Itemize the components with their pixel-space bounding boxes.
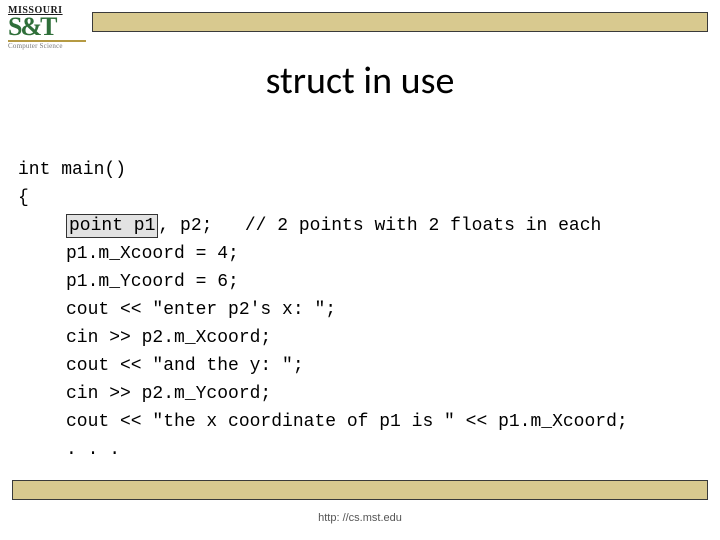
code-line-10: cout << "the x coordinate of p1 is " << … bbox=[18, 408, 702, 436]
logo-bot: Computer Science bbox=[8, 43, 86, 50]
logo-mid: S&T bbox=[8, 14, 86, 40]
code-line-8: cout << "and the y: "; bbox=[18, 352, 702, 380]
code-block: int main() { point p1, p2; // 2 points w… bbox=[18, 128, 702, 492]
code-line-9: cin >> p2.m_Ycoord; bbox=[18, 380, 702, 408]
code-line-1: int main() bbox=[18, 160, 126, 180]
code-line-3: point p1, p2; // 2 points with 2 floats … bbox=[18, 212, 702, 240]
code-line-3-rest: , p2; // 2 points with 2 floats in each bbox=[158, 216, 601, 236]
top-bar bbox=[92, 12, 708, 32]
code-line-4: p1.m_Xcoord = 4; bbox=[18, 240, 702, 268]
code-line-5: p1.m_Ycoord = 6; bbox=[18, 268, 702, 296]
code-line-11: . . . bbox=[18, 436, 702, 464]
footer-link: http: //cs.mst.edu bbox=[0, 512, 720, 524]
logo: MISSOURI S&T Computer Science bbox=[8, 6, 86, 50]
code-line-2: { bbox=[18, 188, 29, 208]
highlight-box: point p1 bbox=[66, 214, 158, 238]
bottom-bar bbox=[12, 480, 708, 500]
code-line-6: cout << "enter p2's x: "; bbox=[18, 296, 702, 324]
code-line-7: cin >> p2.m_Xcoord; bbox=[18, 324, 702, 352]
slide-title: struct in use bbox=[0, 58, 720, 104]
